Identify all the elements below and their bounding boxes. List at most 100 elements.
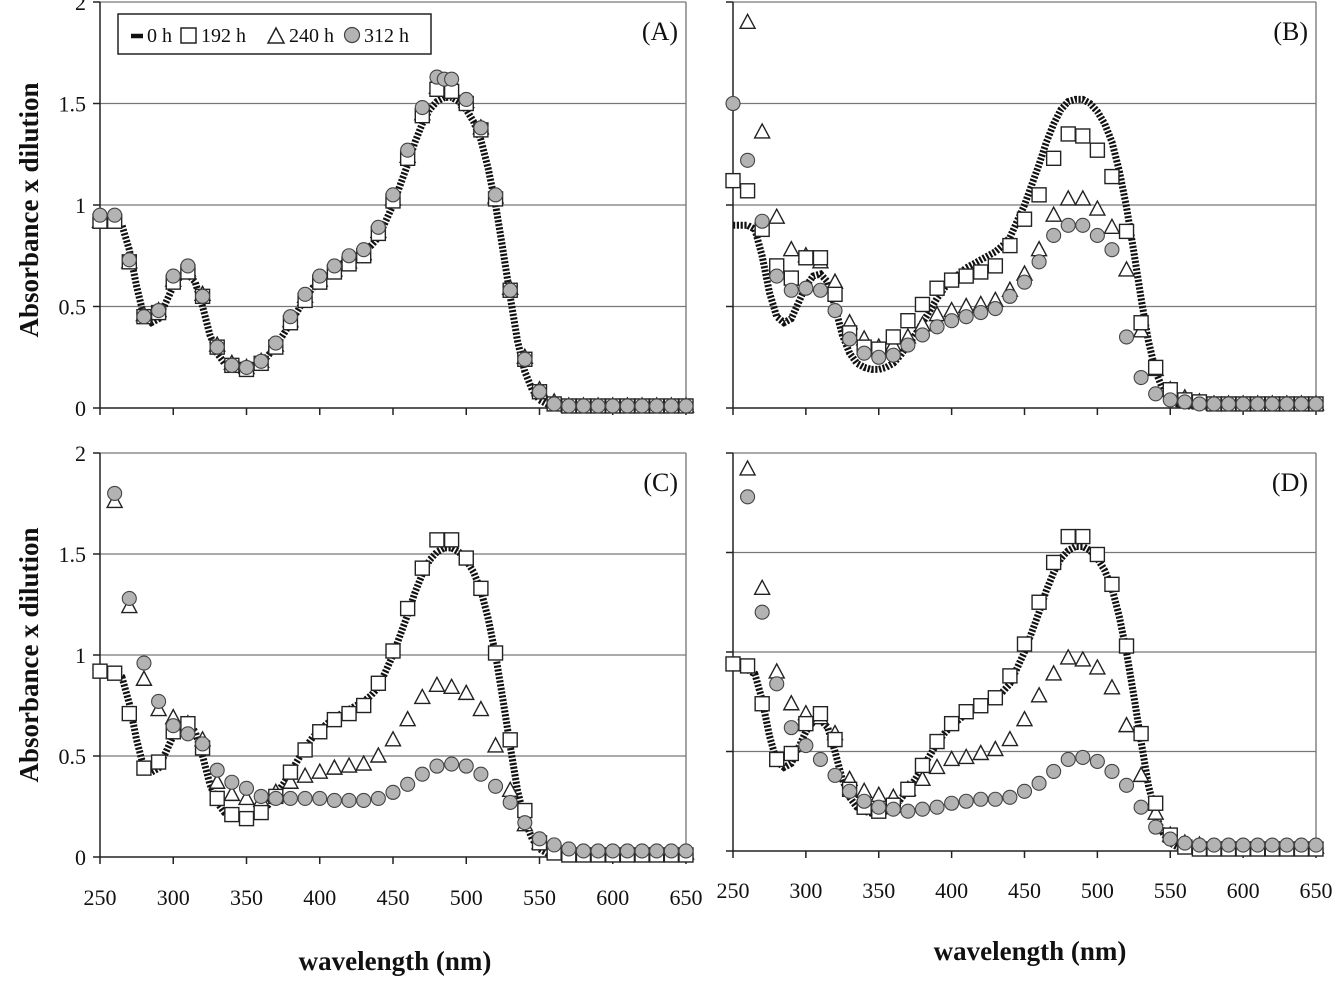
- marker-circle: [444, 71, 460, 87]
- panel-label: (B): [1273, 17, 1308, 46]
- marker-circle: [312, 790, 328, 806]
- x-tick-label: 450: [1008, 878, 1041, 903]
- marker-triangle: [1088, 199, 1107, 216]
- marker-triangle: [501, 780, 519, 798]
- marker-circle: [842, 783, 858, 799]
- marker-triangle: [1001, 730, 1019, 747]
- marker-circle: [871, 349, 887, 365]
- marker-square: [1075, 528, 1091, 545]
- marker-square: [487, 645, 504, 661]
- marker-triangle: [237, 788, 256, 806]
- marker-square: [987, 690, 1004, 706]
- marker-circle: [827, 767, 843, 783]
- marker-square: [929, 280, 945, 296]
- marker-circle: [531, 831, 548, 847]
- marker-circle: [1293, 837, 1309, 853]
- x-tick-label: 300: [789, 878, 822, 903]
- marker-triangle: [826, 272, 844, 289]
- marker-triangle: [442, 677, 461, 695]
- marker-triangle: [768, 662, 786, 679]
- marker-circle: [502, 282, 518, 298]
- marker-circle: [1235, 396, 1251, 412]
- marker-square: [725, 172, 741, 189]
- marker-circle: [1133, 369, 1149, 386]
- marker-circle: [238, 359, 255, 375]
- x-tick-label: 550: [523, 885, 556, 910]
- marker-square: [739, 658, 756, 674]
- marker-square: [121, 705, 138, 722]
- marker-square: [914, 757, 931, 774]
- marker-circle: [958, 793, 974, 809]
- marker-circle: [561, 841, 577, 857]
- marker-circle: [1148, 819, 1164, 835]
- marker-square: [929, 733, 945, 750]
- y-tick-label: 2: [75, 0, 86, 15]
- marker-square: [885, 329, 902, 345]
- marker-square: [900, 313, 916, 329]
- marker-circle: [929, 319, 945, 335]
- marker-triangle: [355, 754, 373, 771]
- marker-square: [1133, 315, 1149, 331]
- marker-square: [1118, 223, 1135, 240]
- marker-circle: [253, 788, 269, 804]
- series-240h: [105, 491, 695, 860]
- marker-triangle: [208, 772, 226, 789]
- marker-circle: [1118, 329, 1135, 345]
- y-tick-label: 1.5: [59, 542, 87, 567]
- x-tick-label: 650: [670, 885, 703, 910]
- y-axis-label-bottom: Absorbance x dilution: [14, 527, 44, 782]
- x-axis-label-right: wavelength (nm): [934, 936, 1127, 966]
- marker-square: [725, 656, 741, 672]
- marker-circle: [165, 268, 181, 284]
- marker-circle: [458, 758, 474, 774]
- marker-circle: [914, 801, 931, 817]
- series-0h-line: [733, 543, 1316, 853]
- marker-circle: [1308, 396, 1324, 412]
- marker-circle: [1002, 789, 1018, 805]
- marker-triangle: [296, 766, 314, 783]
- marker-circle: [634, 843, 650, 859]
- marker-circle: [151, 693, 167, 710]
- x-tick-label: 450: [377, 885, 410, 910]
- marker-triangle: [972, 744, 990, 761]
- marker-circle: [1206, 396, 1222, 412]
- marker-circle: [1177, 394, 1193, 410]
- marker-square: [798, 715, 814, 732]
- marker-circle: [238, 780, 255, 796]
- marker-circle: [326, 258, 342, 274]
- marker-square: [209, 790, 225, 807]
- marker-square: [1031, 187, 1047, 203]
- y-tick-label: 1: [75, 643, 86, 668]
- marker-square: [1118, 638, 1135, 654]
- marker-circle: [1162, 392, 1178, 408]
- marker-square: [341, 705, 357, 722]
- x-tick-label: 350: [230, 885, 263, 910]
- marker-triangle: [135, 669, 153, 686]
- marker-circle: [842, 331, 858, 347]
- panel-label: (D): [1272, 468, 1308, 497]
- marker-circle: [180, 258, 196, 274]
- marker-square: [458, 550, 474, 566]
- marker-triangle: [942, 749, 961, 767]
- marker-circle: [385, 784, 401, 800]
- marker-circle: [1206, 837, 1222, 853]
- marker-circle: [473, 766, 489, 782]
- marker-circle: [356, 792, 372, 808]
- marker-circle: [1046, 763, 1062, 779]
- y-axis-label-top: Absorbance x dilution: [14, 82, 44, 337]
- marker-circle: [400, 776, 416, 792]
- marker-circle: [929, 799, 945, 815]
- marker-circle: [1250, 837, 1266, 853]
- x-tick-label: 500: [1081, 878, 1114, 903]
- marker-triangle: [1117, 260, 1136, 277]
- marker-triangle: [1015, 710, 1034, 727]
- marker-circle: [282, 309, 299, 325]
- marker-circle: [531, 384, 548, 400]
- y-tick-label: 1: [75, 193, 86, 218]
- marker-triangle: [457, 683, 475, 701]
- marker-circle: [663, 843, 679, 859]
- marker-circle: [885, 801, 901, 817]
- legend-marker-240h: [266, 26, 286, 44]
- marker-triangle: [223, 784, 241, 802]
- marker-circle: [1031, 775, 1047, 791]
